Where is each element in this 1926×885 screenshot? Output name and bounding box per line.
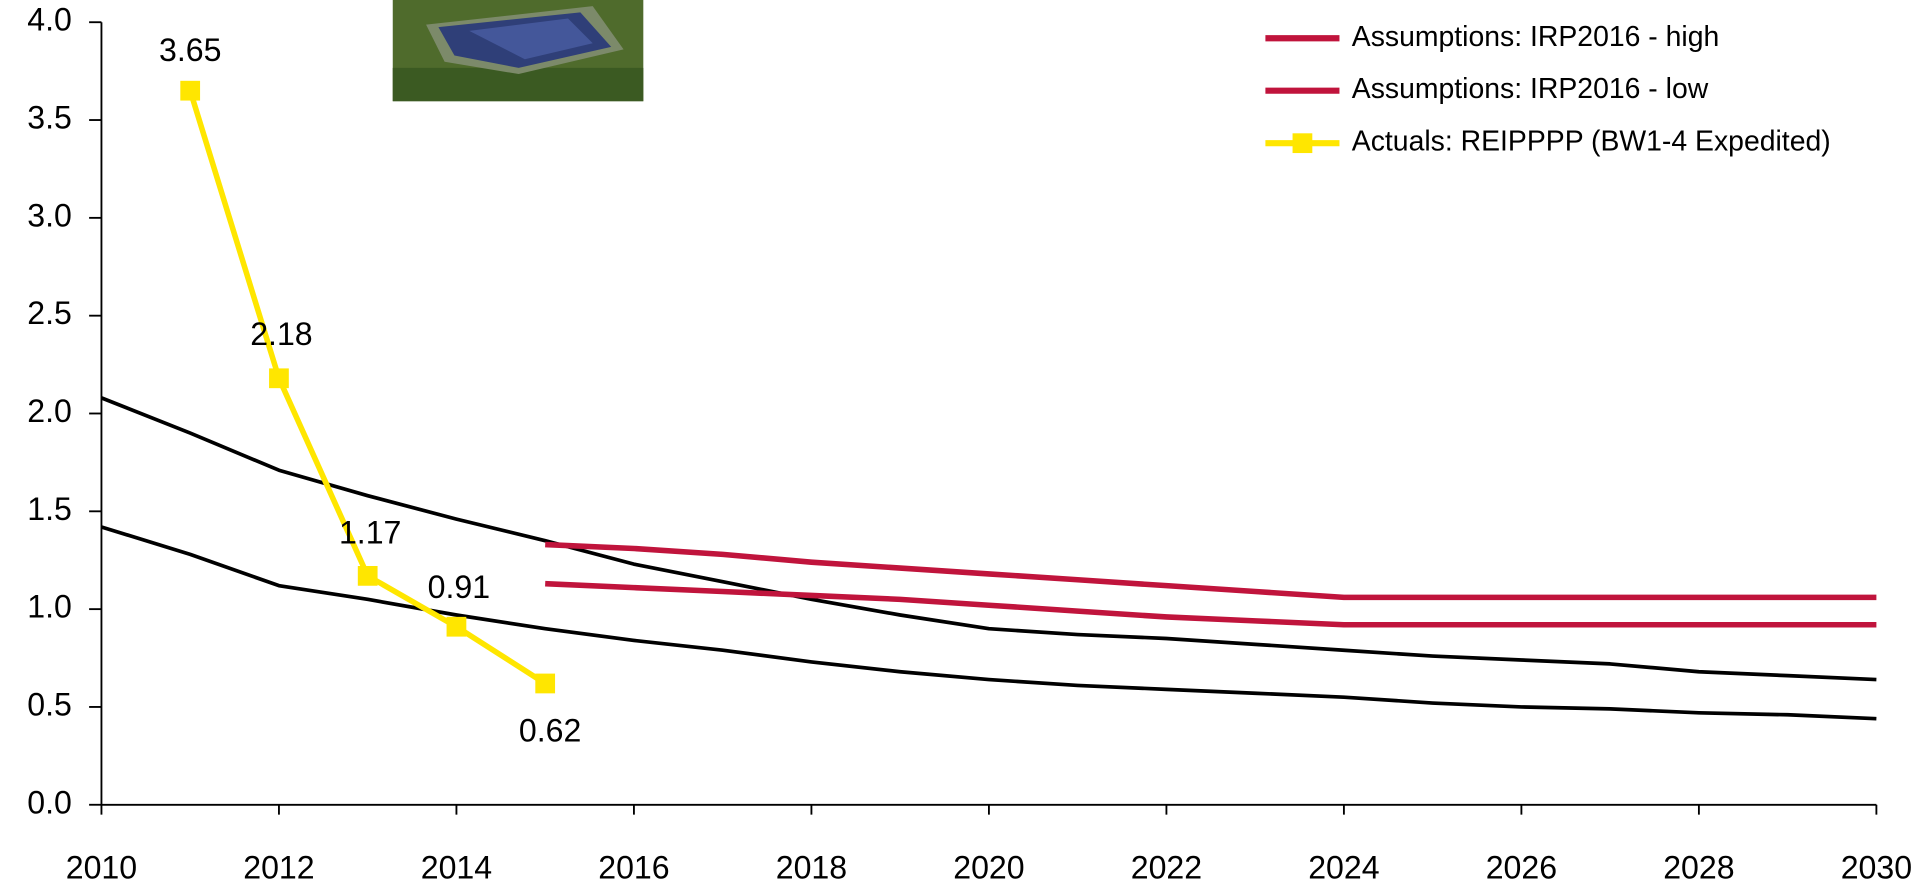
y-tick-label: 2.5: [27, 295, 72, 331]
y-tick-label: 0.0: [27, 784, 72, 820]
photo: [392, 0, 644, 102]
legend-label: Actuals: REIPPPP (BW1-4 Expedited): [1352, 126, 1831, 158]
series-line: [187, 89, 547, 686]
marker: [446, 616, 467, 637]
x-tick-label: 2024: [1308, 850, 1379, 885]
y-tick-label: 3.0: [27, 197, 72, 233]
y-tick-label: 1.5: [27, 491, 72, 527]
x-tick-label: 2022: [1131, 850, 1202, 885]
x-tick-label: 2016: [598, 850, 669, 885]
data-label: 0.91: [428, 569, 490, 605]
series-line: [100, 396, 1877, 682]
marker: [269, 368, 289, 389]
series-line: [100, 525, 1877, 721]
x-tick-label: 2026: [1486, 850, 1557, 885]
marker: [535, 673, 556, 694]
x-tick-label: 2014: [421, 850, 492, 885]
x-tick-label: 2010: [66, 850, 137, 885]
legend-label: Assumptions: IRP2016 - low: [1352, 73, 1709, 105]
y-tick-label: 0.5: [27, 686, 72, 722]
x-tick-label: 2020: [953, 850, 1024, 885]
series-line: [545, 580, 1877, 628]
y-tick-label: 1.0: [27, 589, 72, 625]
x-tick-label: 2012: [243, 850, 314, 885]
series-line: [545, 541, 1877, 601]
marker: [180, 80, 201, 101]
data-label: 1.17: [339, 515, 401, 551]
y-tick-label: 4.0: [27, 2, 72, 38]
y-tick-label: 2.0: [27, 393, 72, 429]
x-tick-label: 2030: [1841, 850, 1912, 885]
legend-marker: [1292, 133, 1313, 154]
data-label: 2.18: [250, 316, 312, 352]
x-tick-label: 2028: [1663, 850, 1734, 885]
x-tick-label: 2018: [776, 850, 847, 885]
data-label: 3.65: [159, 32, 221, 68]
data-label: 0.62: [519, 712, 581, 748]
legend-label: Assumptions: IRP2016 - high: [1352, 21, 1720, 53]
y-tick-label: 3.5: [27, 100, 72, 136]
marker: [357, 565, 378, 586]
